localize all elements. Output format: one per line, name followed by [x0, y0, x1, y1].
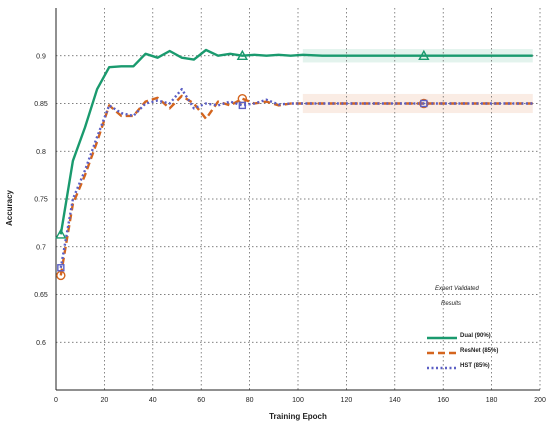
y-tick-label: 0.9 — [36, 53, 46, 60]
data-point-marker — [419, 98, 429, 109]
x-tick-label: 20 — [101, 397, 109, 404]
x-tick-label: 160 — [437, 397, 449, 404]
tick-labels: 0 20 40 60 80 100 120 140 160 180 200 0.6 0.65 0.7 0.7… — [34, 53, 546, 404]
y-tick-label: 0.85 — [34, 101, 48, 108]
y-tick-label: 0.7 — [36, 244, 46, 251]
x-tick-label: 140 — [389, 397, 401, 404]
series-lines — [59, 48, 533, 276]
x-tick-label: 0 — [54, 397, 58, 404]
x-tick-label: 60 — [197, 397, 205, 404]
data-point-marker — [55, 228, 67, 239]
grid-lines — [55, 8, 541, 390]
legend-label-1: ResNet (85%) — [460, 348, 498, 354]
series-line-1 — [59, 94, 533, 276]
legend: Expert Validated Results Dual (90%) ResNet … — [427, 286, 498, 370]
x-tick-label: 100 — [292, 397, 304, 404]
data-point-marker — [238, 101, 247, 110]
series-line-0 — [59, 48, 533, 235]
x-tick-label: 180 — [486, 397, 498, 404]
y-tick-label: 0.6 — [36, 340, 46, 347]
series-markers — [55, 49, 430, 281]
legend-title-line-1: Expert Validated — [435, 286, 479, 292]
legend-label-2: HST (85%) — [460, 363, 490, 369]
axes — [55, 8, 540, 391]
y-tick-label: 0.8 — [36, 149, 46, 156]
x-tick-label: 40 — [149, 397, 157, 404]
y-tick-label: 0.75 — [34, 197, 48, 204]
data-point-marker — [420, 99, 428, 108]
x-tick-label: 80 — [246, 397, 254, 404]
series-line-2 — [59, 87, 533, 269]
x-tick-label: 120 — [341, 397, 353, 404]
legend-label-0: Dual (90%) — [460, 333, 491, 339]
data-point-marker — [418, 49, 430, 61]
y-axis-title: Accuracy — [5, 189, 14, 226]
x-axis-title: Training Epoch — [269, 412, 327, 421]
y-tick-label: 0.65 — [34, 292, 48, 299]
data-point-marker — [57, 264, 65, 272]
x-tick-label: 200 — [534, 397, 546, 404]
data-point-marker — [236, 49, 249, 61]
legend-title-line-2: Results — [441, 301, 461, 307]
